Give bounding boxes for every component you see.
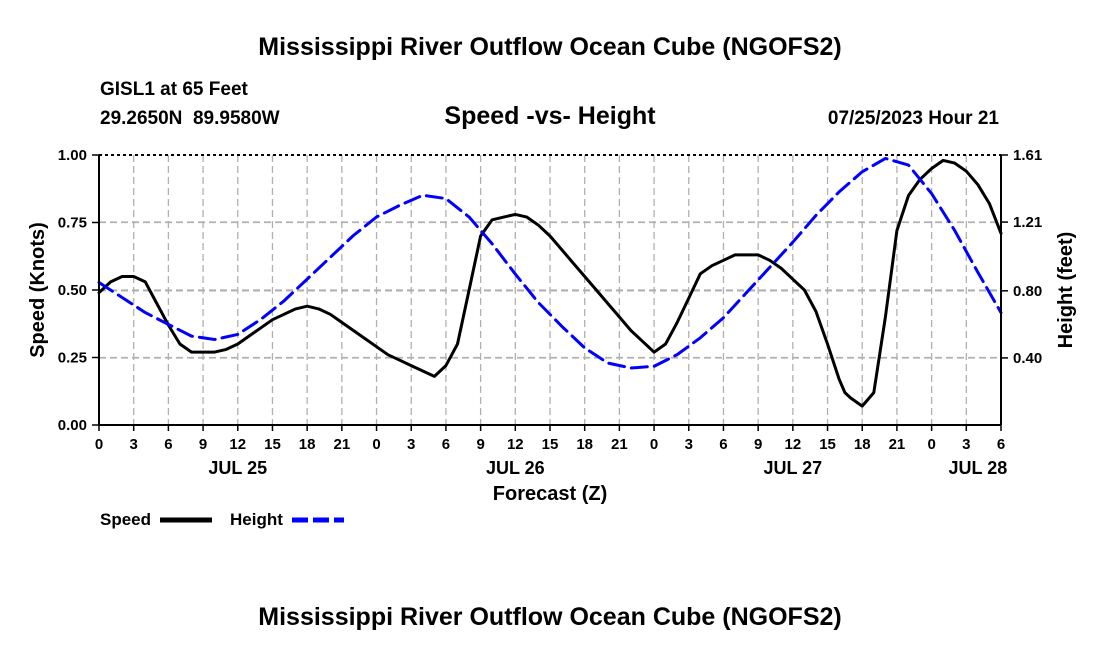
x-tick-label: 6 xyxy=(442,436,450,453)
legend-speed-label: Speed xyxy=(100,510,151,529)
x-tick-label: 0 xyxy=(95,436,103,453)
y-tick-label-left: 0.50 xyxy=(58,282,87,299)
y-tick-label-left: 0.75 xyxy=(58,215,87,232)
x-tick-label: 9 xyxy=(476,436,484,453)
chart-title: Mississippi River Outflow Ocean Cube (NG… xyxy=(258,33,841,61)
legend-height-label: Height xyxy=(230,510,283,529)
x-tick-label: 0 xyxy=(927,436,935,453)
x-tick-label: 15 xyxy=(264,436,281,453)
series-layer xyxy=(97,156,1003,408)
x-date-label: JUL 28 xyxy=(949,458,1008,478)
x-tick-label: 18 xyxy=(854,436,871,453)
timestamp-label: 07/25/2023 Hour 21 xyxy=(828,108,1000,129)
x-tick-label: 21 xyxy=(611,436,628,453)
y-tick-label-right: 0.80 xyxy=(1013,283,1042,300)
x-tick-label: 9 xyxy=(199,436,207,453)
x-tick-label: 3 xyxy=(130,436,138,453)
axes: 0 3 6 9 12 15 18 21 0 3 6 9 12 15 18 21 0 3 6 9 12 15 18 21 0 3 6 J… xyxy=(58,147,1042,478)
x-tick-label: 9 xyxy=(754,436,762,453)
x-tick-label: 3 xyxy=(407,436,415,453)
x-tick-label: 6 xyxy=(164,436,172,453)
x-tick-label: 6 xyxy=(997,436,1005,453)
x-tick-label: 3 xyxy=(685,436,693,453)
station-label: GISL1 at 65 Feet xyxy=(100,79,249,100)
legend: Speed Height xyxy=(100,510,344,529)
x-tick-label: 12 xyxy=(229,436,246,453)
x-date-label: JUL 25 xyxy=(208,458,267,478)
y-tick-label-right: 1.61 xyxy=(1013,147,1042,164)
y-axis-label-left: Speed (Knots) xyxy=(27,222,49,358)
series-speed-line xyxy=(97,158,1003,408)
y-tick-label-right: 0.40 xyxy=(1013,350,1042,367)
series-height-line xyxy=(97,156,1003,370)
chart-subtitle: Speed -vs- Height xyxy=(444,102,656,130)
x-tick-label: 12 xyxy=(785,436,802,453)
y-axis-label-right: Height (feet) xyxy=(1055,232,1077,349)
x-tick-label: 15 xyxy=(542,436,559,453)
x-date-label: JUL 27 xyxy=(763,458,822,478)
x-tick-label: 18 xyxy=(576,436,593,453)
x-tick-label: 15 xyxy=(819,436,836,453)
grid xyxy=(99,155,1001,425)
x-tick-label: 21 xyxy=(889,436,906,453)
x-tick-label: 3 xyxy=(962,436,970,453)
x-tick-label: 0 xyxy=(650,436,658,453)
y-tick-label-left: 0.25 xyxy=(58,350,87,367)
x-tick-label: 21 xyxy=(334,436,351,453)
y-tick-label-right: 1.21 xyxy=(1013,214,1042,231)
x-tick-label: 18 xyxy=(299,436,316,453)
y-tick-label-left: 1.00 xyxy=(58,147,87,164)
coordinates-label: 29.2650N 89.9580W xyxy=(100,108,280,129)
x-tick-label: 12 xyxy=(507,436,524,453)
x-tick-label: 6 xyxy=(719,436,727,453)
x-axis-label: Forecast (Z) xyxy=(493,483,607,505)
y-tick-label-left: 0.00 xyxy=(58,417,87,434)
footer-title: Mississippi River Outflow Ocean Cube (NG… xyxy=(258,603,841,631)
x-date-label: JUL 26 xyxy=(486,458,545,478)
x-tick-label: 0 xyxy=(372,436,380,453)
